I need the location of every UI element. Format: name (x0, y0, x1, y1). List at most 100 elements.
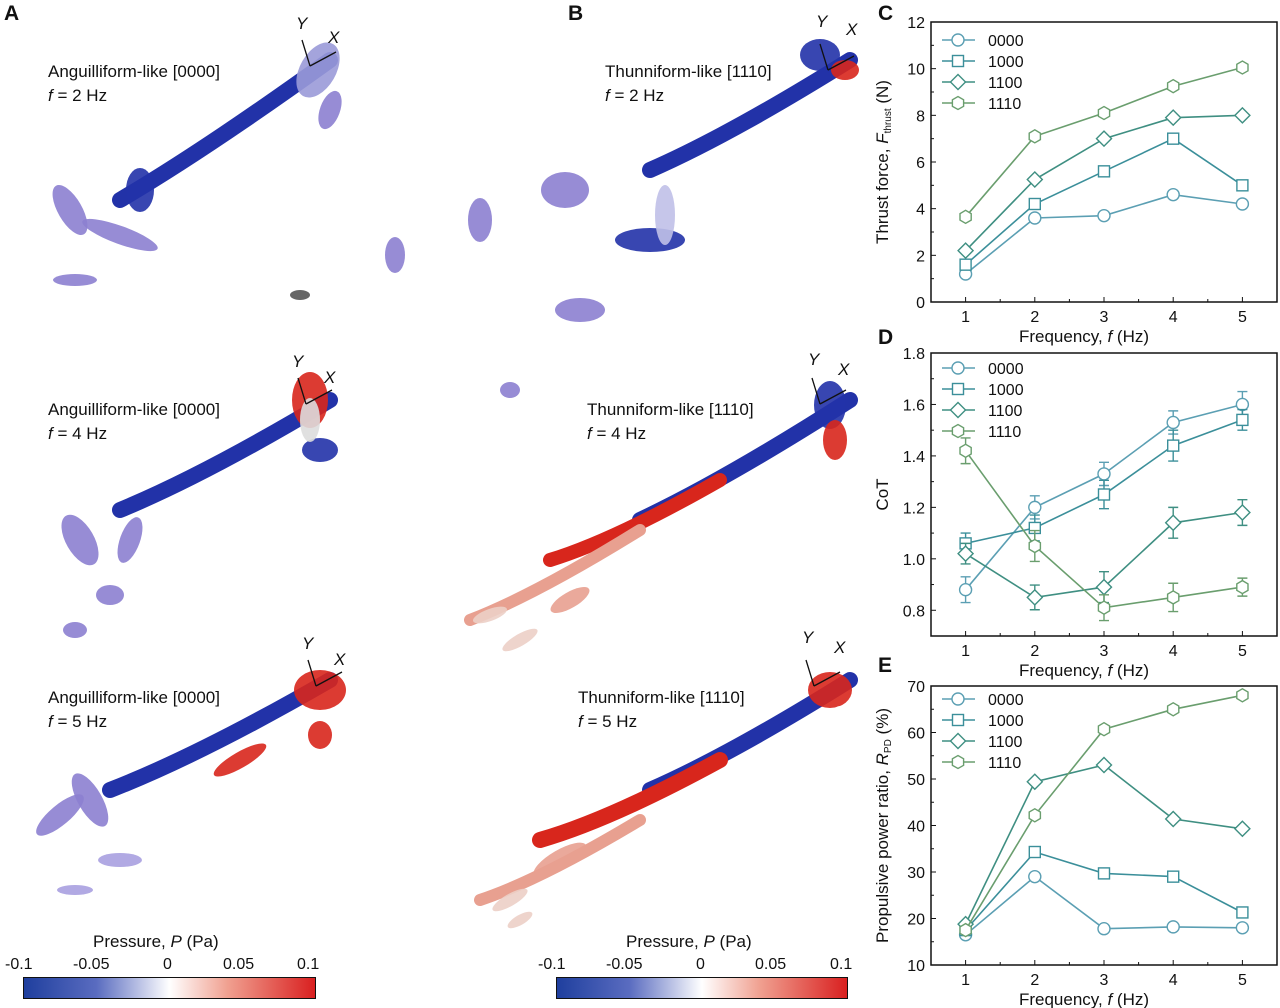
series-line (964, 694, 1243, 931)
plot-frame (930, 21, 1278, 303)
y-tick-label: 10 (907, 62, 925, 79)
colorbar-tick: 0.1 (297, 956, 320, 973)
x-axis-label-text: Frequency, (1019, 661, 1108, 680)
y-tick-label: 0 (916, 295, 925, 312)
data-point (1097, 208, 1111, 223)
axis-y-label: Y (808, 350, 820, 369)
series-1110: 1110 (942, 687, 1249, 938)
colorbar-b (556, 977, 848, 999)
x-tick-label: 1 (961, 643, 970, 660)
vortex-ring (57, 885, 93, 895)
series-1000: 1000 (942, 382, 1249, 555)
legend-label: 0000 (988, 361, 1024, 378)
data-point (1166, 920, 1180, 934)
series-1110: 1110 (942, 60, 1249, 225)
series-line (965, 419, 1243, 545)
data-point (959, 209, 972, 225)
x-tick-label: 1 (961, 972, 970, 989)
series-line (965, 875, 1243, 936)
axis-x-label: X (334, 650, 346, 669)
data-point (1097, 105, 1111, 121)
error-bar (1099, 594, 1109, 622)
series-1100: 1100 (942, 401, 1251, 611)
legend-marker (951, 33, 965, 47)
series-0000: 0000 (942, 361, 1250, 604)
vortex-ring (98, 853, 142, 867)
y-tick-label: 1.2 (903, 500, 925, 517)
data-point (1028, 538, 1042, 554)
colorbar-tick: -0.05 (73, 956, 110, 973)
y-tick-label: 4 (916, 202, 925, 219)
legend-label: 1100 (988, 734, 1023, 751)
panel-label-c: C (878, 2, 894, 25)
vortex-ring (302, 438, 338, 462)
error-bar (1029, 584, 1040, 611)
y-tick-label: 1.4 (903, 449, 925, 466)
colorbar-tick: -0.1 (538, 956, 566, 973)
chart-D: 1 2 3 4 5 0.8 1.0 1.2 1.4 1.6 1.8 Frequency, f (Hz)… (873, 346, 1278, 680)
error-bar (960, 437, 971, 465)
vortex-ring (533, 842, 587, 878)
data-point (1166, 78, 1180, 94)
series-line (964, 450, 1243, 609)
colorbar-tick: 0.1 (830, 956, 853, 973)
series-line (965, 193, 1243, 275)
vortex-ring (472, 606, 508, 624)
axis-y-label: Y (302, 634, 314, 653)
y-tick-label: 6 (916, 155, 925, 172)
data-point (1166, 132, 1180, 145)
axis-x-label: X (834, 638, 846, 657)
colorbar-title-b: Pressure, P (Pa) (626, 932, 752, 951)
data-point (1166, 187, 1180, 202)
series-0000: 0000 (942, 33, 1250, 281)
panel-label-e: E (878, 654, 893, 677)
legend-marker (949, 73, 967, 91)
vortex-ring (831, 60, 859, 80)
vortex-ring (492, 888, 528, 912)
vortex-ring (808, 672, 852, 708)
data-point (1235, 397, 1250, 412)
series-1110: 1110 (942, 423, 1249, 622)
legend-label: 1110 (988, 755, 1021, 772)
y-tick-label: 40 (907, 819, 925, 836)
error-bar (1029, 529, 1040, 563)
caption-b-row1: Thunniform-like [1110] f = 2 Hz (605, 62, 772, 105)
colorbar-tick: -0.1 (5, 956, 33, 973)
x-tick-label: 3 (1100, 972, 1109, 989)
data-point (1097, 867, 1111, 880)
series-line (964, 764, 1243, 925)
vortex-ring (300, 398, 320, 442)
axis-y-label: Y (292, 352, 304, 371)
data-point (1166, 590, 1180, 605)
legend-marker (951, 382, 965, 396)
error-bar (1237, 390, 1248, 419)
data-point (1164, 514, 1182, 532)
panel-label-d: D (878, 326, 894, 349)
data-point (1028, 807, 1042, 823)
x-axis-label-unit: (Hz) (1112, 990, 1149, 1008)
data-point (1236, 906, 1249, 919)
axis-arrows (819, 43, 855, 71)
x-axis-label-unit: (Hz) (1112, 661, 1149, 680)
vortex-ring (82, 218, 158, 252)
x-axis-label: Frequency, f (Hz) (1019, 661, 1149, 680)
data-point (1097, 600, 1111, 616)
data-point (1028, 211, 1042, 225)
y-axis-label-sub: thrust (883, 108, 894, 133)
x-axis-label-var: f (1107, 327, 1114, 346)
colorbar-tick: 0 (696, 956, 705, 973)
x-tick-label: 1 (961, 309, 970, 326)
axis-arrows (307, 659, 343, 687)
data-point (1233, 820, 1251, 838)
legend-label: 1000 (988, 54, 1024, 71)
vortex-ring (541, 172, 589, 208)
data-point (1235, 921, 1250, 935)
data-point (1233, 106, 1251, 124)
legend-marker (951, 692, 965, 706)
axis-arrows (301, 39, 337, 67)
x-tick-label: 4 (1169, 972, 1178, 989)
data-point (957, 915, 975, 933)
legend-label: 1000 (988, 382, 1024, 399)
data-point (1236, 179, 1249, 192)
vortex-ring (318, 90, 342, 130)
